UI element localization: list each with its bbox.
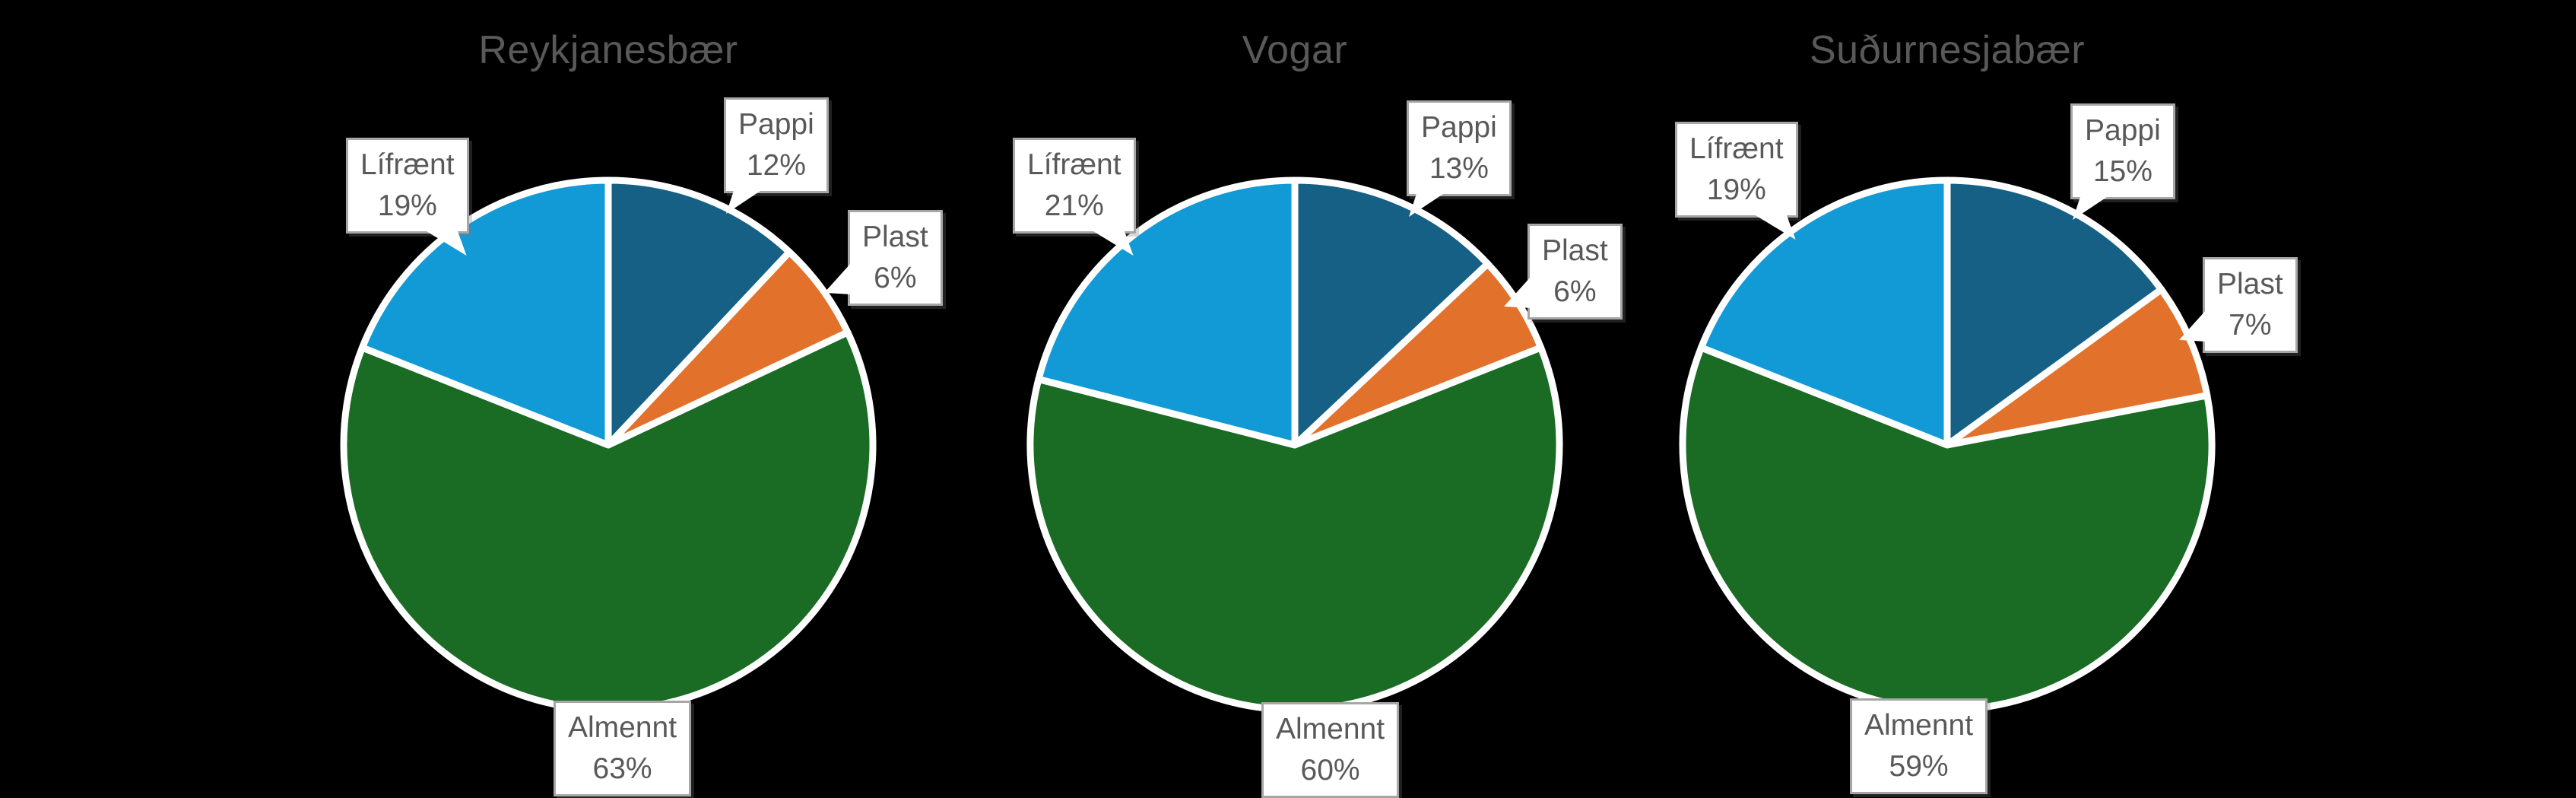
callout-category-label: Pappi bbox=[1421, 111, 1497, 144]
pie-slice-lifraent bbox=[1035, 176, 1299, 449]
pie-graphic bbox=[340, 176, 877, 714]
callout-almennt: Almennt 59% bbox=[1850, 698, 1988, 794]
callout-percent-value: 63% bbox=[592, 752, 652, 785]
callout-category-label: Lífrænt bbox=[360, 148, 455, 181]
callout-percent-value: 15% bbox=[2092, 155, 2152, 188]
callout-category-label: Almennt bbox=[1864, 709, 1974, 742]
callout-almennt: Almennt 63% bbox=[554, 701, 692, 796]
callout-percent-value: 12% bbox=[746, 149, 806, 182]
callout-category-label: Almennt bbox=[568, 711, 677, 744]
pie-graphic bbox=[1679, 176, 2216, 714]
callout-pappi: Pappi 12% bbox=[724, 97, 829, 214]
callout-percent-value: 60% bbox=[1300, 754, 1360, 787]
callout-percent-value: 13% bbox=[1429, 152, 1489, 185]
callout-percent-value: 21% bbox=[1044, 189, 1104, 222]
callout-pappi: Pappi 15% bbox=[2070, 103, 2175, 220]
pie-slice-pappi bbox=[604, 176, 793, 449]
callout-almennt: Almennt 60% bbox=[1261, 702, 1400, 798]
pie-chart-sudurnesjabaer: Suðurnesjabær Lífrænt 19% Pappi 15% Plas… bbox=[1567, 0, 2327, 794]
callout-lifraent: Lífrænt 21% bbox=[1013, 138, 1136, 256]
callout-pappi: Pappi 13% bbox=[1407, 100, 1512, 217]
pie-slice-lifraent bbox=[1697, 176, 1951, 449]
chart-title: Reykjanesbær bbox=[478, 28, 738, 72]
callout-category-label: Plast bbox=[2217, 268, 2283, 300]
pie-slice-pappi bbox=[1943, 176, 2165, 449]
callout-percent-value: 19% bbox=[377, 189, 437, 222]
callout-category-label: Lífrænt bbox=[1027, 148, 1121, 181]
callout-lifraent: Lífrænt 19% bbox=[1675, 122, 1798, 240]
callout-percent-value: 19% bbox=[1706, 173, 1766, 206]
callout-percent-value: 7% bbox=[2229, 309, 2272, 342]
pie-chart-reykjanesbaer: Reykjanesbær Lífrænt 19% Pappi 12% Plast… bbox=[228, 0, 988, 796]
chart-title: Vogar bbox=[1242, 28, 1348, 72]
callout-category-label: Pappi bbox=[2085, 114, 2161, 147]
callout-category-label: Almennt bbox=[1276, 713, 1385, 746]
pie-graphic bbox=[1026, 176, 1563, 714]
callout-category-label: Pappi bbox=[738, 108, 814, 141]
pie-slice-pappi bbox=[1291, 176, 1492, 449]
chart-title: Suðurnesjabær bbox=[1809, 28, 2086, 72]
pie-chart-vogar: Vogar Lífrænt 21% Pappi 13% Plast 6% Alm… bbox=[915, 0, 1675, 798]
callout-plast: Plast 7% bbox=[2179, 257, 2298, 353]
callout-percent-value: 59% bbox=[1889, 750, 1949, 783]
callout-category-label: Lífrænt bbox=[1689, 132, 1784, 165]
callout-lifraent: Lífrænt 19% bbox=[346, 138, 469, 256]
